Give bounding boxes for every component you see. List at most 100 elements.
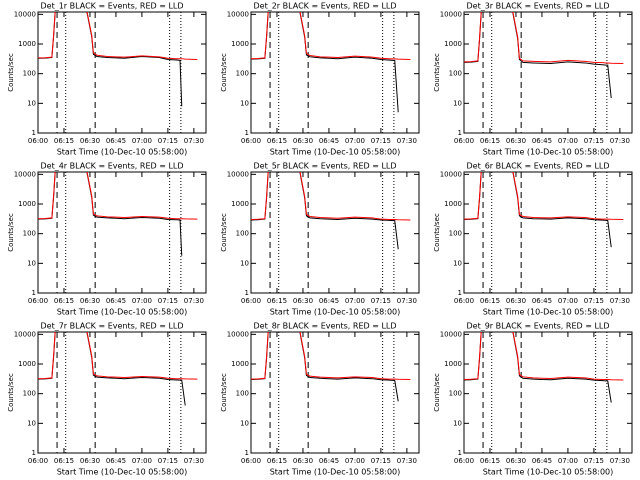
x-tick-label: 06:15 [480,297,500,305]
series-line [251,172,411,221]
y-axis-label: Counts/sec [220,213,228,252]
y-tick-label: 1 [458,449,462,457]
x-tick-label: 06:00 [28,297,48,305]
series-line [251,12,411,61]
x-tick-label: 06:45 [532,457,552,465]
series-line [38,332,198,380]
series-line [464,12,624,65]
y-tick-label: 10 [240,259,249,267]
y-axis-label: Counts/sec [7,213,15,252]
y-tick-label: 1000 [231,200,249,208]
x-tick-label: 06:30 [506,297,526,305]
plot-frame [250,171,420,294]
x-axis-label: Start Time (10-Dec-10 05:58:00) [483,308,614,317]
y-tick-label: 100 [449,390,462,398]
y-tick-label: 1 [458,129,462,137]
y-tick-label: 10000 [14,330,36,338]
x-tick-label: 06:00 [241,297,261,305]
x-tick-label: 06:15 [54,457,74,465]
plot-frame [250,11,420,134]
x-tick-label: 07:30 [184,137,204,145]
x-axis-label: Start Time (10-Dec-10 05:58:00) [57,148,188,157]
y-tick-label: 1000 [444,360,462,368]
y-tick-label: 100 [236,70,249,78]
y-tick-label: 1000 [444,200,462,208]
x-tick-label: 07:30 [397,297,417,305]
y-tick-label: 10000 [227,10,249,18]
x-tick-label: 07:15 [371,297,391,305]
x-tick-label: 06:45 [106,457,126,465]
x-tick-label: 07:00 [132,297,152,305]
y-tick-label: 10000 [14,10,36,18]
y-axis-label: Counts/sec [7,53,15,92]
x-tick-label: 06:00 [28,137,48,145]
x-tick-label: 06:00 [454,297,474,305]
panel: Det_6r BLACK = Events, RED = LLD Counts/s… [433,162,633,317]
y-tick-label: 100 [449,70,462,78]
plot-frame [463,331,633,454]
x-tick-label: 06:30 [506,457,526,465]
x-tick-label: 07:15 [371,137,391,145]
y-axis-label: Counts/sec [220,373,228,412]
y-tick-label: 10 [240,419,249,427]
x-tick-label: 07:00 [132,457,152,465]
x-axis-label: Start Time (10-Dec-10 05:58:00) [57,308,188,317]
x-tick-label: 06:15 [267,297,287,305]
y-tick-label: 10000 [14,170,36,178]
y-axis-label: Counts/sec [220,53,228,92]
x-tick-label: 07:30 [397,137,417,145]
x-tick-label: 06:15 [54,137,74,145]
series-line [251,332,399,402]
plot-frame [463,11,633,134]
y-axis-label: Counts/sec [433,213,441,252]
x-tick-label: 07:00 [558,457,578,465]
series-line [251,172,399,250]
y-tick-label: 10 [27,419,36,427]
x-axis-label: Start Time (10-Dec-10 05:58:00) [270,308,401,317]
y-tick-label: 1000 [18,200,36,208]
x-tick-label: 06:15 [480,137,500,145]
series-line [464,332,612,403]
y-axis-label: Counts/sec [7,373,15,412]
series-line [38,172,198,220]
x-tick-label: 07:00 [345,457,365,465]
y-tick-label: 10 [27,99,36,107]
x-tick-label: 07:30 [610,457,630,465]
y-tick-label: 1 [245,129,249,137]
y-tick-label: 100 [449,230,462,238]
y-tick-label: 10000 [227,170,249,178]
x-tick-label: 06:45 [106,297,126,305]
x-tick-label: 07:30 [184,457,204,465]
x-tick-label: 06:30 [80,457,100,465]
x-tick-label: 07:30 [184,297,204,305]
panel: Det_7r BLACK = Events, RED = LLD Counts/s… [7,322,207,477]
y-axis-label: Counts/sec [433,53,441,92]
y-tick-label: 10000 [440,10,462,18]
x-axis-label: Start Time (10-Dec-10 05:58:00) [57,468,188,477]
series-line [38,12,183,107]
x-tick-label: 06:15 [480,457,500,465]
panel-title: Det_8r BLACK = Events, RED = LLD [253,322,396,331]
y-tick-label: 1000 [18,360,36,368]
y-axis-label: Counts/sec [433,373,441,412]
x-tick-label: 07:00 [345,137,365,145]
series-line [38,172,183,256]
y-tick-label: 1 [245,289,249,297]
x-tick-label: 07:15 [371,457,391,465]
panel: Det_1r BLACK = Events, RED = LLD Counts/s… [7,2,207,157]
x-tick-label: 06:45 [319,457,339,465]
y-tick-label: 10000 [440,170,462,178]
x-tick-label: 06:45 [319,297,339,305]
panel: Det_8r BLACK = Events, RED = LLD Counts/s… [220,322,420,477]
panel-title: Det_4r BLACK = Events, RED = LLD [40,162,183,171]
x-tick-label: 07:15 [158,457,178,465]
x-tick-label: 06:45 [319,137,339,145]
plot-frame [463,171,633,294]
y-tick-label: 10000 [227,330,249,338]
x-tick-label: 07:00 [558,297,578,305]
y-tick-label: 100 [236,390,249,398]
panel: Det_3r BLACK = Events, RED = LLD Counts/s… [433,2,633,157]
x-tick-label: 06:00 [454,137,474,145]
y-tick-label: 100 [23,230,36,238]
